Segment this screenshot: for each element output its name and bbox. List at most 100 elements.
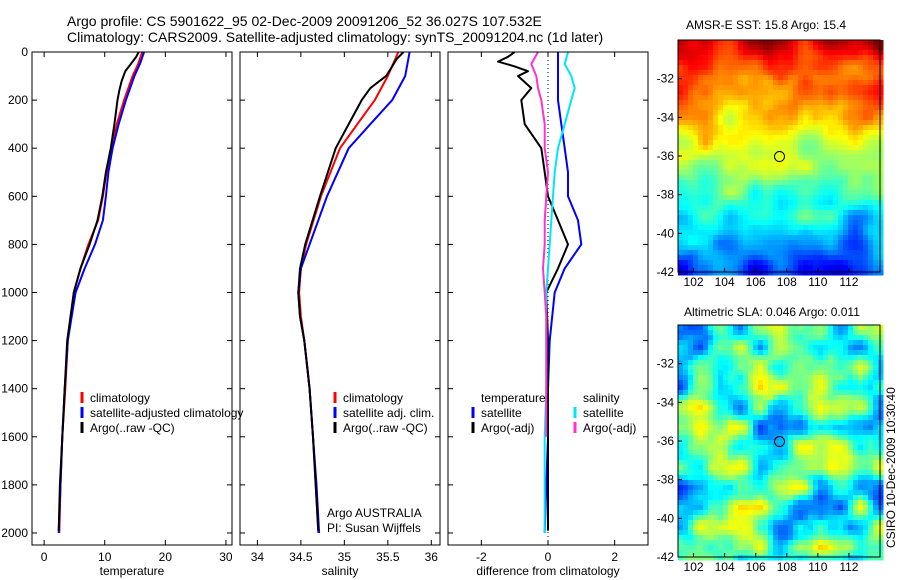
map-cell [838, 510, 844, 516]
map-cell [823, 350, 829, 356]
map-cell [728, 445, 734, 451]
map-cell [843, 365, 849, 371]
map-cell [868, 50, 874, 56]
map-cell [838, 235, 844, 241]
map-cell [783, 410, 789, 416]
map-cell [833, 125, 839, 131]
map-cell [873, 450, 879, 456]
map-cell [773, 355, 779, 361]
map-cell [838, 115, 844, 121]
map-cell [803, 220, 809, 226]
map-cell [683, 435, 689, 441]
map-cell [763, 55, 769, 61]
map-cell [808, 120, 814, 126]
map-cell [813, 535, 819, 541]
map-cell [713, 115, 719, 121]
map-cell [793, 130, 799, 136]
map-cell [738, 380, 744, 386]
map-cell [853, 45, 859, 51]
map-cell [818, 390, 824, 396]
map-cell [708, 350, 714, 356]
map-cell [823, 385, 829, 391]
map-cell [788, 235, 794, 241]
map-cell [718, 265, 724, 271]
map-cell [848, 435, 854, 441]
map-cell [738, 125, 744, 131]
map-cell [868, 225, 874, 231]
map-cell [848, 370, 854, 376]
map-cell [823, 175, 829, 181]
map-cell [853, 510, 859, 516]
map-cell [863, 235, 869, 241]
map-cell [743, 380, 749, 386]
map-cell [683, 65, 689, 71]
map-cell [733, 350, 739, 356]
map-cell [858, 340, 864, 346]
map-cell [738, 130, 744, 136]
map-cell [858, 145, 864, 151]
map-cell [843, 55, 849, 61]
map-cell [863, 460, 869, 466]
map-cell [828, 455, 834, 461]
map-cell [873, 80, 879, 86]
map-cell [773, 95, 779, 101]
map-cell [813, 40, 819, 46]
map-cell [848, 165, 854, 171]
map-cell [803, 215, 809, 221]
map-cell [683, 445, 689, 451]
map-cell [773, 245, 779, 251]
map-cell [713, 430, 719, 436]
map-cell [678, 40, 684, 46]
map-cell [803, 445, 809, 451]
map-cell [878, 175, 884, 181]
map-cell [823, 460, 829, 466]
map-cell [838, 450, 844, 456]
map-cell [868, 540, 874, 546]
map-cell [843, 515, 849, 521]
map-cell [688, 465, 694, 471]
map-cell [748, 495, 754, 501]
map-cell [738, 395, 744, 401]
map-cell [733, 340, 739, 346]
map-cell [823, 505, 829, 511]
map-cell [698, 345, 704, 351]
map-cell [703, 175, 709, 181]
map-cell [803, 170, 809, 176]
map-cell [738, 215, 744, 221]
map-cell [878, 405, 884, 411]
map-cell [688, 125, 694, 131]
map-cell [853, 555, 859, 561]
map-cell [823, 440, 829, 446]
map-cell [698, 455, 704, 461]
map-cell [848, 80, 854, 86]
map-cell [743, 365, 749, 371]
map-cell [728, 510, 734, 516]
map-cell [723, 70, 729, 76]
map-cell [778, 55, 784, 61]
map-cell [733, 495, 739, 501]
map-cell [858, 105, 864, 111]
map-cell [693, 520, 699, 526]
map-cell [768, 125, 774, 131]
map-cell [818, 400, 824, 406]
map-cell [808, 60, 814, 66]
map-cell [758, 145, 764, 151]
map-cell [688, 345, 694, 351]
map-cell [858, 355, 864, 361]
map-cell [803, 470, 809, 476]
map-cell [763, 385, 769, 391]
map-cell [833, 230, 839, 236]
map-cell [818, 485, 824, 491]
map-cell [853, 80, 859, 86]
map-cell [853, 255, 859, 261]
map-cell [858, 190, 864, 196]
map-cell [828, 145, 834, 151]
map-cell [748, 160, 754, 166]
map-cell [798, 210, 804, 216]
map-cell [788, 335, 794, 341]
map-cell [798, 190, 804, 196]
map-cell [778, 550, 784, 556]
map-cell [858, 555, 864, 561]
map-cell [828, 160, 834, 166]
map-cell [723, 60, 729, 66]
